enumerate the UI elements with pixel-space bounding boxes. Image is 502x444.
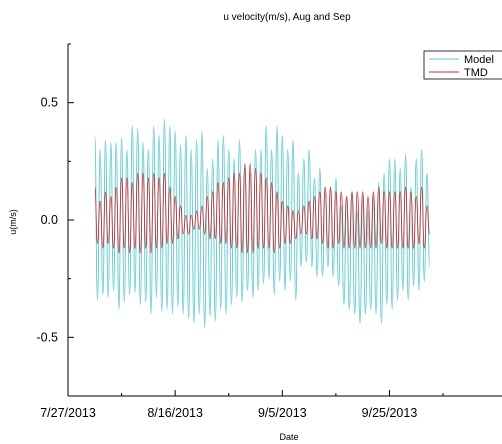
- x-tick-label: 9/5/2013: [258, 406, 307, 420]
- y-axis-label: u(m/s): [8, 209, 18, 235]
- series-line-model: [94, 118, 431, 329]
- plot-area: [94, 118, 431, 329]
- y-axis: -0.5 0.0 0.5: [36, 43, 74, 397]
- y-tick-label: -0.5: [36, 330, 58, 344]
- legend-box: [423, 50, 502, 80]
- chart-title: u velocity(m/s), Aug and Sep: [223, 12, 351, 23]
- x-tick-label: 9/25/2013: [362, 406, 418, 420]
- x-axis: 7/27/2013 8/16/2013 9/5/2013 9/25/2013: [40, 390, 444, 420]
- legend-label-model: Model: [464, 54, 494, 66]
- legend-label-tmd: TMD: [464, 67, 488, 79]
- x-axis-label: Date: [279, 432, 298, 442]
- series-line-tmd: [94, 163, 431, 254]
- x-tick-label: 7/27/2013: [40, 406, 96, 420]
- x-tick-label: 8/16/2013: [147, 406, 203, 420]
- y-tick-label: 0.0: [41, 213, 58, 227]
- legend: Model TMD: [423, 50, 502, 80]
- y-tick-label: 0.5: [41, 96, 58, 110]
